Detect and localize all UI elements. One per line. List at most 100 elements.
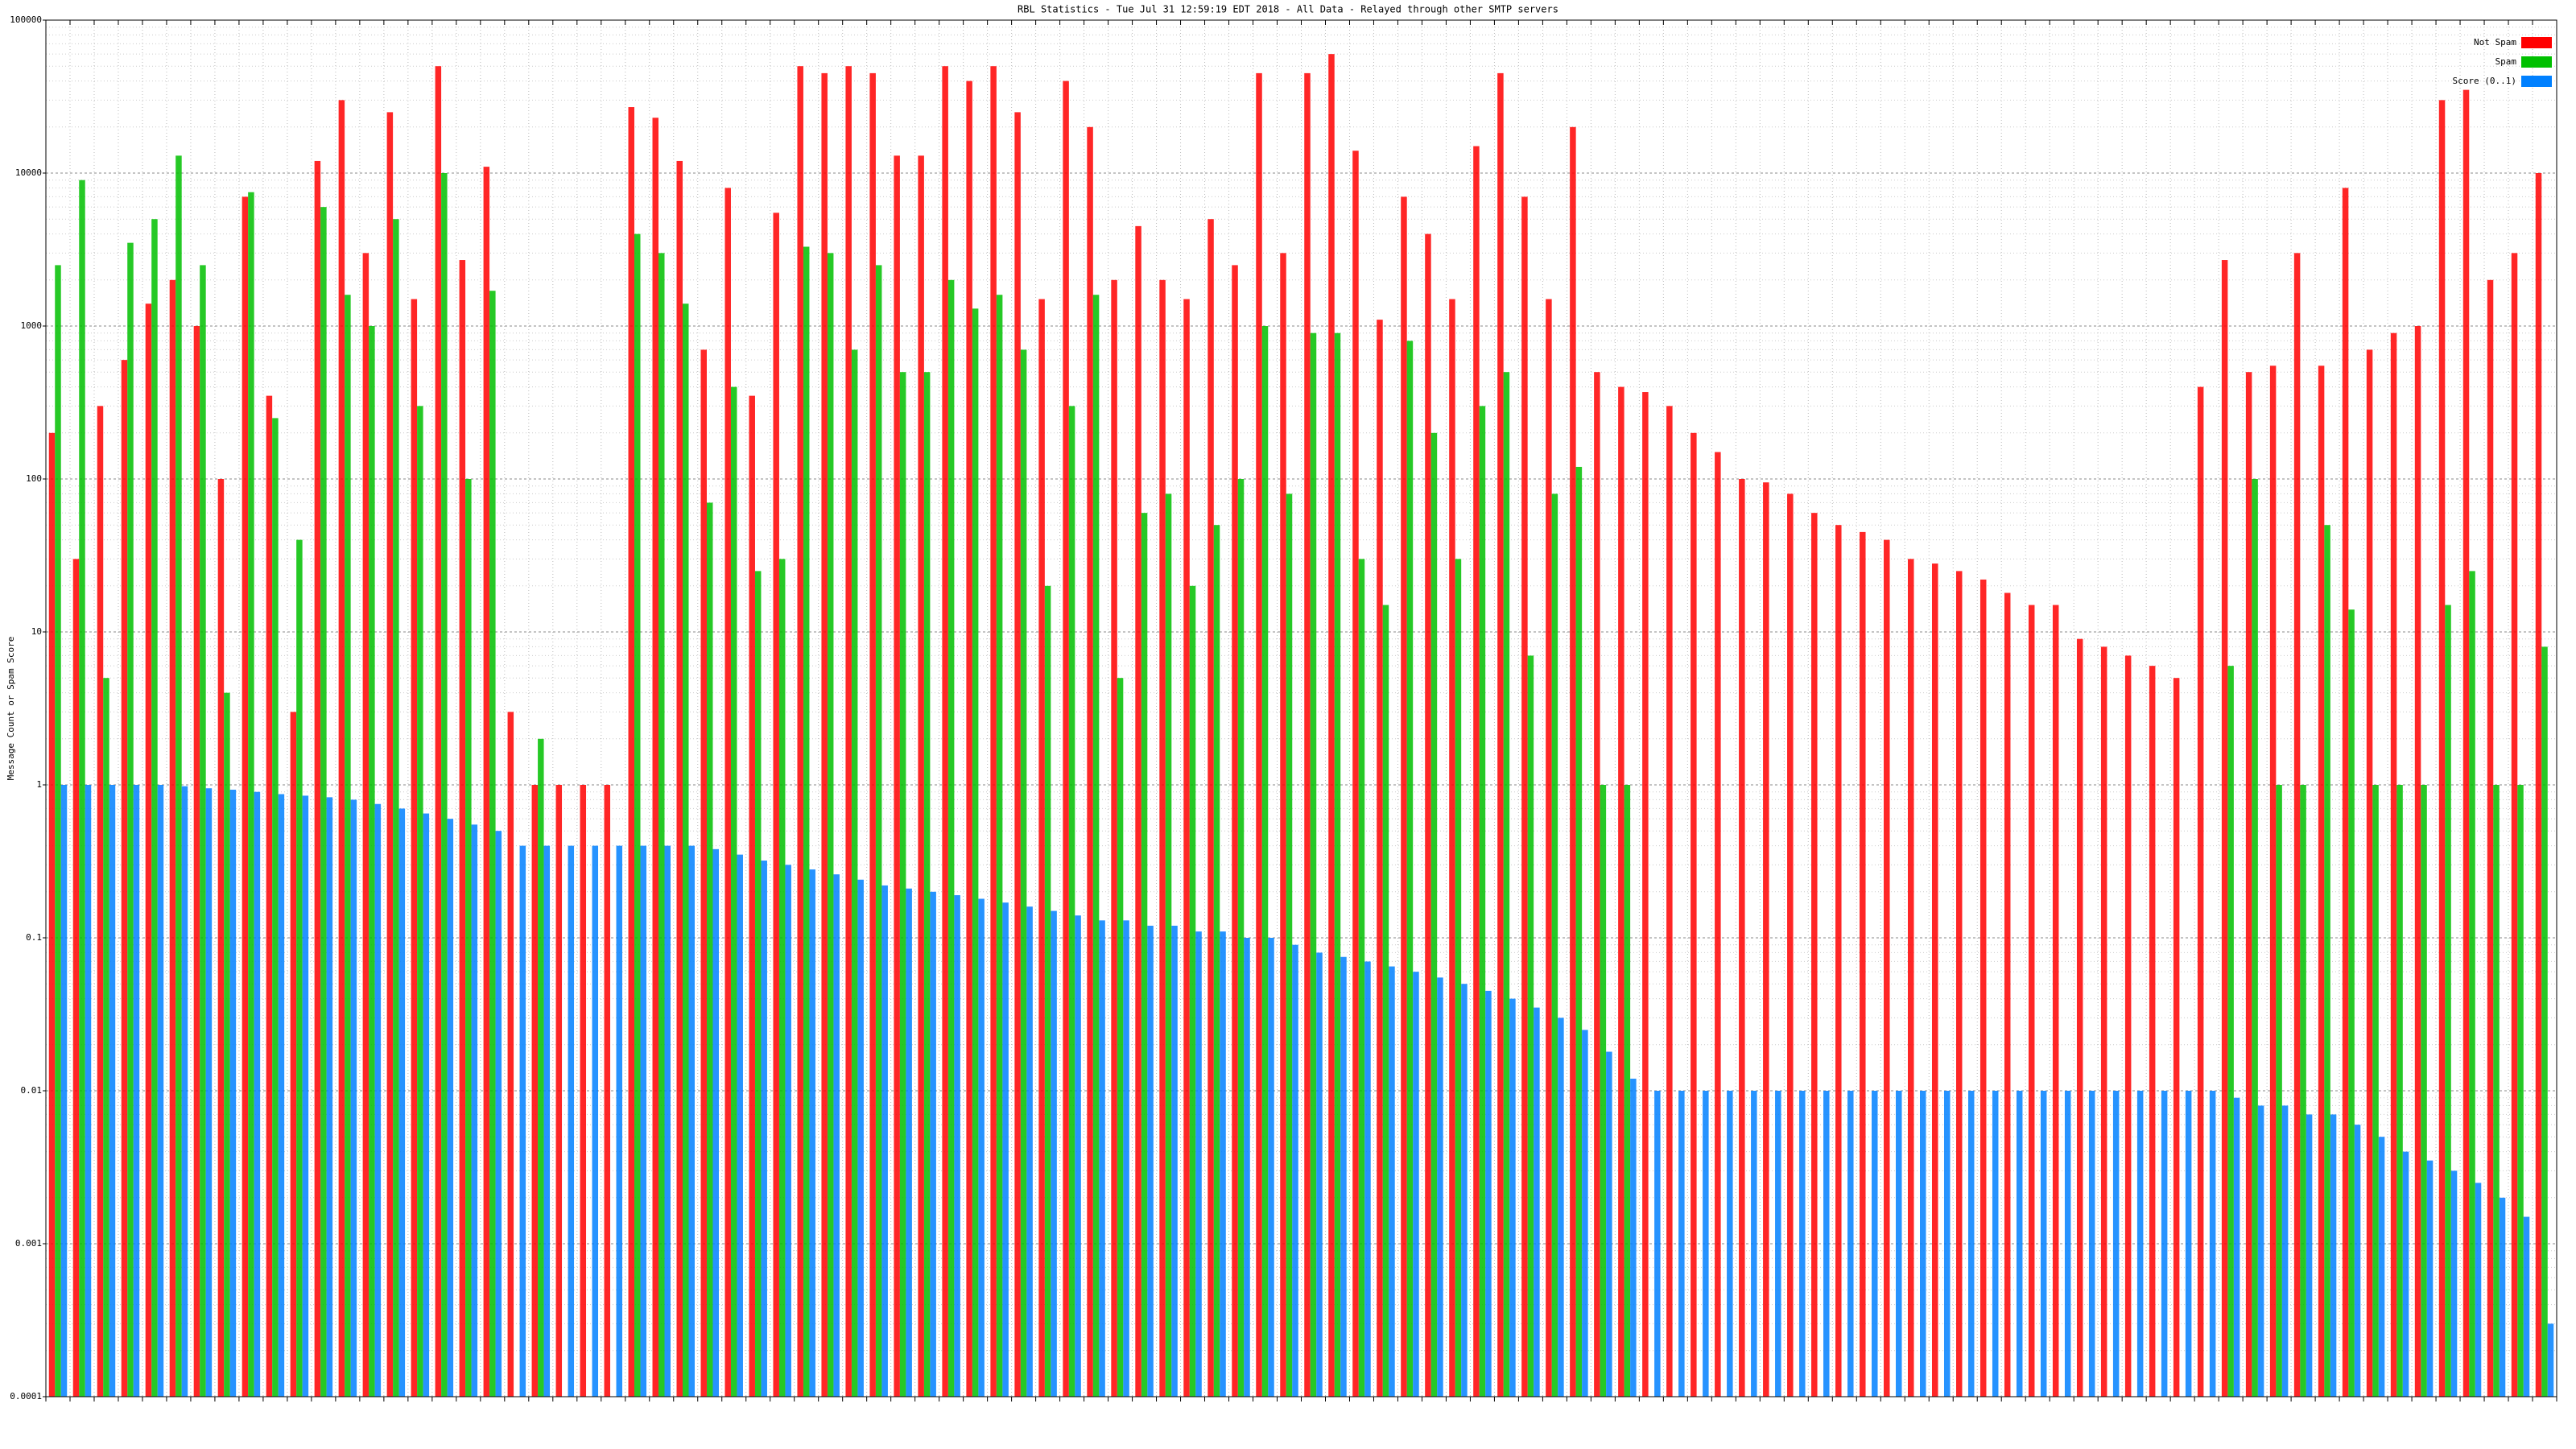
bar	[1860, 531, 1866, 1397]
bar	[2281, 1105, 2289, 1397]
bar	[833, 874, 840, 1397]
bar	[1979, 579, 1987, 1397]
bar	[1189, 585, 1196, 1397]
bar	[778, 559, 786, 1397]
bar	[845, 66, 852, 1397]
bar	[2293, 253, 2301, 1397]
bar	[730, 386, 737, 1397]
bar	[393, 219, 399, 1397]
bar	[2064, 1091, 2071, 1397]
bar	[97, 406, 104, 1397]
bar	[2390, 332, 2397, 1397]
bar	[2052, 605, 2059, 1397]
bar	[2499, 1197, 2506, 1397]
bar	[1479, 406, 1486, 1397]
bar	[1171, 925, 1178, 1397]
bar	[2535, 173, 2542, 1397]
bar	[1534, 1007, 1540, 1397]
bar	[682, 303, 689, 1397]
bar	[2348, 609, 2355, 1397]
bar	[652, 118, 659, 1397]
bar	[2016, 1091, 2023, 1397]
bar	[1268, 938, 1274, 1397]
bar	[1286, 493, 1293, 1397]
bar	[2149, 666, 2156, 1397]
bar	[568, 845, 575, 1397]
bar	[326, 797, 333, 1397]
bar	[531, 785, 539, 1397]
legend-swatch	[2521, 56, 2552, 68]
bar	[1884, 539, 1890, 1397]
bar	[875, 265, 882, 1397]
bar	[103, 678, 109, 1397]
bar	[592, 845, 599, 1397]
bar	[2414, 326, 2421, 1397]
bar	[127, 242, 134, 1397]
plot-frame	[45, 19, 2557, 1397]
bar	[1147, 925, 1154, 1397]
bar	[1509, 998, 1516, 1397]
bar	[2523, 1216, 2530, 1397]
bar	[1340, 956, 1347, 1397]
bar	[2136, 1091, 2144, 1397]
bar	[2402, 1151, 2409, 1397]
bar	[1038, 299, 1045, 1397]
bar	[242, 196, 249, 1397]
bar	[2354, 1125, 2361, 1397]
bar	[374, 803, 382, 1397]
bar	[1678, 1091, 1685, 1397]
bar	[990, 66, 997, 1397]
bar	[1503, 372, 1510, 1397]
bar	[1835, 525, 1842, 1397]
y-tick-label: 10000	[15, 167, 42, 178]
bar	[2227, 666, 2234, 1397]
bar	[2450, 1170, 2458, 1397]
bar	[737, 854, 743, 1397]
bar	[1690, 432, 1697, 1397]
bar	[1213, 525, 1220, 1397]
bar	[72, 559, 80, 1397]
bar	[2330, 1114, 2337, 1397]
bar	[338, 100, 345, 1397]
bar	[1123, 920, 1129, 1397]
bar	[1521, 196, 1528, 1397]
bar	[2517, 785, 2524, 1397]
bar	[254, 791, 261, 1397]
bar	[386, 112, 394, 1397]
bar	[1051, 910, 1057, 1397]
bar	[1068, 406, 1075, 1397]
legend-swatch	[2521, 37, 2552, 48]
bar	[754, 571, 762, 1397]
bar	[495, 831, 502, 1397]
bar	[658, 253, 665, 1397]
bar	[181, 786, 188, 1397]
bar	[1811, 513, 1818, 1397]
bar	[906, 888, 912, 1397]
bar	[2541, 646, 2548, 1397]
bar	[1002, 902, 1009, 1397]
bar	[1063, 80, 1069, 1397]
bar	[942, 66, 948, 1397]
bar	[881, 885, 888, 1397]
bar	[1497, 72, 1504, 1397]
bar	[1111, 279, 1117, 1397]
bar	[314, 160, 321, 1397]
bar	[797, 66, 803, 1397]
bar	[278, 794, 285, 1397]
bar	[2112, 1091, 2120, 1397]
bar	[169, 279, 176, 1397]
y-tick-label: 0.1	[26, 932, 42, 943]
bar	[749, 395, 755, 1397]
bar	[1406, 341, 1414, 1397]
bar	[899, 372, 906, 1397]
bar	[2378, 1137, 2385, 1397]
bar	[2233, 1097, 2240, 1397]
bar	[483, 167, 490, 1397]
bar	[2462, 89, 2470, 1397]
bar	[676, 160, 683, 1397]
bar	[1575, 466, 1583, 1397]
bar	[1606, 1051, 1612, 1397]
bar	[157, 785, 164, 1397]
bar	[538, 738, 544, 1397]
bar	[1763, 482, 1769, 1397]
